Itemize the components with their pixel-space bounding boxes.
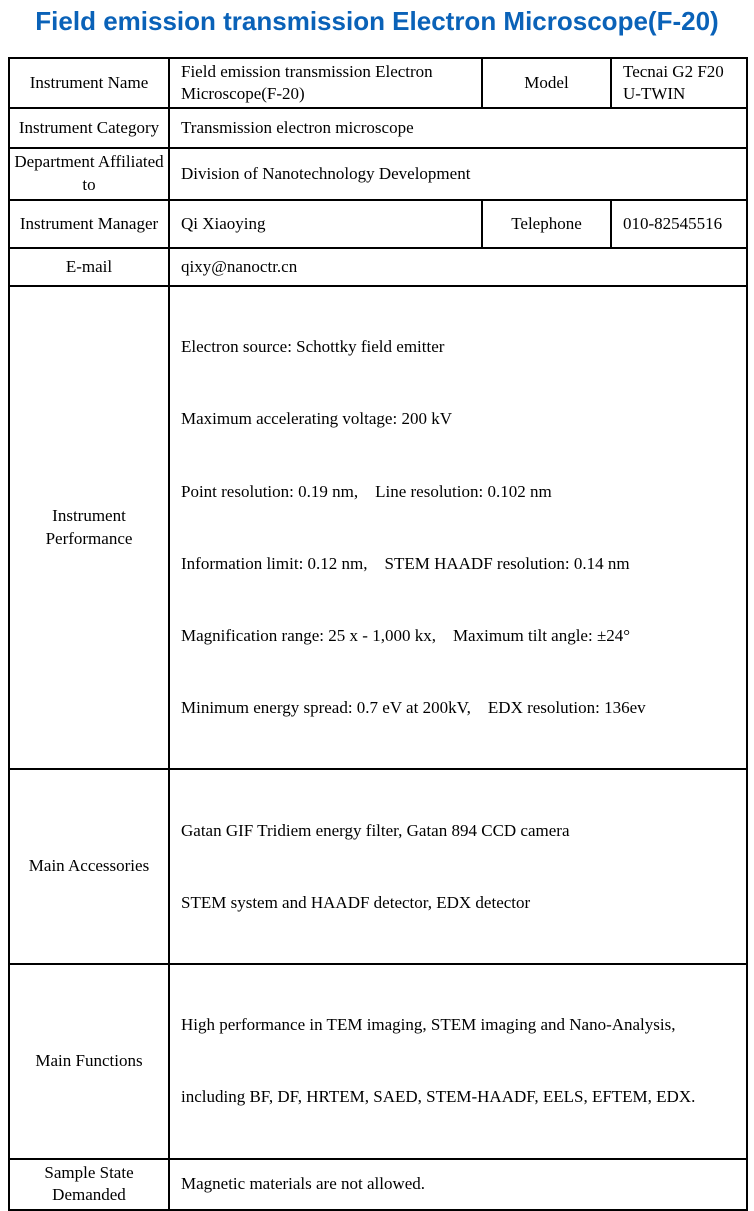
functions-line-2: including BF, DF, HRTEM, SAED, STEM-HAAD… — [181, 1087, 696, 1107]
department-value: Division of Nanotechnology Development — [168, 147, 748, 202]
instrument-manager-label: Instrument Manager — [8, 199, 170, 250]
table-row-main-functions: Main Functions High performance in TEM i… — [8, 962, 748, 1160]
performance-line-information-limit: Information limit: 0.12 nm, STEM HAADF r… — [181, 553, 630, 573]
performance-line-energy-spread: Minimum energy spread: 0.7 eV at 200kV, … — [181, 698, 646, 718]
performance-line-accelerating-voltage: Maximum accelerating voltage: 200 kV — [181, 409, 452, 429]
instrument-performance-label: Instrument Performance — [8, 285, 170, 771]
performance-line-electron-source: Electron source: Schottky field emitter — [181, 337, 445, 357]
telephone-label: Telephone — [481, 199, 612, 250]
accessories-line-1: Gatan GIF Tridiem energy filter, Gatan 8… — [181, 820, 570, 840]
table-row-instrument-name: Instrument Name Field emission transmiss… — [8, 56, 748, 110]
email-label: E-mail — [8, 247, 170, 288]
page-title: Field emission transmission Electron Mic… — [35, 6, 719, 36]
sample-state-value: Magnetic materials are not allowed. — [168, 1157, 748, 1211]
table-row-instrument-manager: Instrument Manager Qi Xiaoying Telephone… — [8, 199, 748, 250]
accessories-line-2: STEM system and HAADF detector, EDX dete… — [181, 892, 531, 912]
sample-state-label: Sample State Demanded — [8, 1157, 170, 1211]
performance-line-magnification-range: Magnification range: 25 x - 1,000 kx, Ma… — [181, 626, 631, 645]
table-row-email: E-mail qixy@nanoctr.cn — [8, 247, 748, 288]
main-accessories-label: Main Accessories — [8, 768, 170, 965]
table-row-main-accessories: Main Accessories Gatan GIF Tridiem energ… — [8, 768, 748, 965]
table-row-instrument-category: Instrument Category Transmission electro… — [8, 107, 748, 150]
email-value: qixy@nanoctr.cn — [168, 247, 748, 288]
department-label: Department Affiliated to — [8, 147, 170, 202]
instrument-category-label: Instrument Category — [8, 107, 170, 150]
model-value: Tecnai G2 F20 U-TWIN — [610, 56, 748, 110]
table-row-sample-state: Sample State Demanded Magnetic materials… — [8, 1157, 748, 1211]
main-accessories-value: Gatan GIF Tridiem energy filter, Gatan 8… — [168, 768, 748, 965]
instrument-performance-value: Electron source: Schottky field emitter … — [168, 285, 748, 771]
instrument-spec-table: Instrument Name Field emission transmiss… — [8, 56, 748, 1211]
performance-line-point-resolution: Point resolution: 0.19 nm, Line resoluti… — [181, 481, 552, 501]
main-functions-value: High performance in TEM imaging, STEM im… — [168, 962, 748, 1160]
instrument-name-label: Instrument Name — [8, 56, 170, 110]
instrument-manager-value: Qi Xiaoying — [168, 199, 483, 250]
main-functions-label: Main Functions — [8, 962, 170, 1160]
table-row-department: Department Affiliated to Division of Nan… — [8, 147, 748, 202]
table-row-instrument-performance: Instrument Performance Electron source: … — [8, 285, 748, 771]
telephone-value: 010-82545516 — [610, 199, 748, 250]
functions-line-1: High performance in TEM imaging, STEM im… — [181, 1015, 676, 1035]
instrument-category-value: Transmission electron microscope — [168, 107, 748, 150]
model-label: Model — [481, 56, 612, 110]
instrument-name-value: Field emission transmission Electron Mic… — [168, 56, 483, 110]
